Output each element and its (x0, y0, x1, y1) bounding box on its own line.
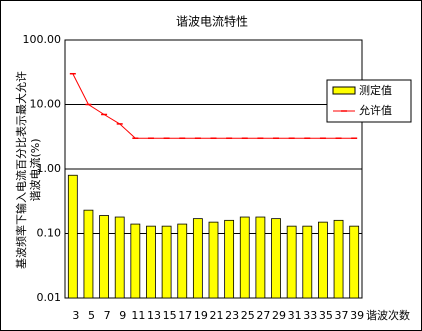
x-tick-label: 5 (88, 309, 95, 322)
legend-label: 测定值 (359, 83, 392, 97)
bar (208, 221, 219, 299)
legend-swatch (332, 86, 356, 95)
x-axis-label: 谐波次数 (366, 308, 410, 322)
x-tick-label: 25 (241, 309, 255, 322)
bar (83, 209, 94, 299)
bar (302, 225, 313, 299)
bar (318, 221, 328, 299)
legend-label: 允许值 (359, 103, 392, 117)
x-tick-label: 7 (104, 309, 111, 322)
x-tick-label: 31 (288, 309, 302, 322)
bar (333, 219, 344, 299)
bar (130, 223, 141, 299)
bar (349, 225, 360, 299)
bar (192, 218, 203, 299)
x-tick-label: 9 (119, 309, 126, 322)
x-tick-label: 29 (272, 309, 286, 322)
x-tick-label: 39 (350, 309, 364, 322)
x-tick-label: 3 (72, 309, 79, 322)
y-tick-label: 10.00 (30, 98, 62, 111)
bar (271, 218, 281, 299)
x-tick-label: 21 (210, 309, 224, 322)
y-axis-label: 基波频率下输入电流百分比表示最大允许 (14, 71, 28, 269)
chart-title: 谐波电流特性 (176, 14, 248, 29)
x-tick-label: 19 (194, 309, 208, 322)
bar (224, 219, 235, 299)
bar (161, 225, 172, 299)
x-tick-label: 11 (131, 309, 145, 322)
y-tick-label: 0.10 (37, 227, 62, 240)
x-tick-label: 27 (256, 309, 270, 322)
bar (239, 216, 250, 299)
x-tick-label: 13 (147, 309, 161, 322)
y-tick-label: 100.00 (23, 33, 62, 46)
x-tick-label: 35 (319, 309, 333, 322)
bar (255, 216, 266, 299)
bar (177, 223, 188, 299)
bar (99, 215, 109, 299)
bar (67, 174, 78, 299)
y-tick-label: 0.01 (37, 291, 62, 304)
bar (286, 225, 297, 299)
x-tick-label: 33 (303, 309, 317, 322)
y-axis-label: 谐波电流(%) (28, 138, 42, 201)
x-tick-label: 37 (335, 309, 349, 322)
x-tick-label: 23 (225, 309, 239, 322)
y-tick-label: 1.00 (37, 162, 62, 175)
bar (146, 225, 156, 299)
x-tick-label: 17 (178, 309, 192, 322)
bar (114, 216, 125, 299)
x-tick-label: 15 (163, 309, 177, 322)
